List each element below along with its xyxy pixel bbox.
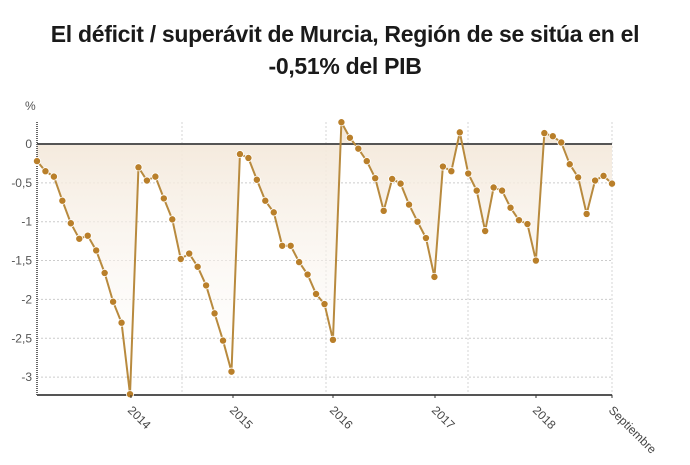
data-point[interactable] [202,281,211,290]
data-point[interactable] [481,227,490,236]
chart-title: El déficit / superávit de Murcia, Región… [0,18,690,82]
y-axis-ticks: 0 -0,5 -1 -1,5 -2 -2,5 -3 [11,137,32,384]
data-point[interactable] [591,176,600,185]
data-point[interactable] [523,220,532,229]
data-point[interactable] [599,171,608,180]
data-point[interactable] [362,157,371,166]
x-axis-ticks: 2014 2015 2016 2017 2018 Septiembre [125,395,660,457]
data-point[interactable] [58,196,67,205]
y-tick-label: -0,5 [11,176,32,190]
data-point[interactable] [261,196,270,205]
data-point[interactable] [151,172,160,181]
data-point[interactable] [345,133,354,142]
data-point[interactable] [379,206,388,215]
data-point[interactable] [506,203,515,212]
x-tick-label: 2015 [227,403,256,432]
data-point[interactable] [269,208,278,217]
chart-title-line1: El déficit / superávit de Murcia, Región… [50,21,640,47]
data-point[interactable] [405,200,414,209]
y-tick-label: 0 [25,137,32,151]
data-point[interactable] [354,144,363,153]
data-point[interactable] [413,217,422,226]
data-point[interactable] [41,167,50,176]
data-point[interactable] [159,194,168,203]
data-point[interactable] [464,169,473,178]
y-axis-label: % [25,99,36,113]
data-point[interactable] [83,231,92,240]
data-point[interactable] [548,132,557,141]
data-point[interactable] [33,157,42,166]
x-tick-label: 2018 [530,403,559,432]
data-point[interactable] [531,256,540,265]
data-point[interactable] [252,175,261,184]
data-point[interactable] [142,176,151,185]
data-point[interactable] [328,335,337,344]
area-shape [37,122,612,395]
data-point[interactable] [565,160,574,169]
data-point[interactable] [185,249,194,258]
data-point[interactable] [176,254,185,263]
data-point[interactable] [75,234,84,243]
data-point[interactable] [320,300,329,309]
data-point[interactable] [396,179,405,188]
data-point[interactable] [109,297,118,306]
data-point[interactable] [278,241,287,250]
data-point[interactable] [210,309,219,318]
data-point[interactable] [608,179,617,188]
data-point[interactable] [235,150,244,159]
data-point[interactable] [447,167,456,176]
data-point[interactable] [49,172,58,181]
data-point[interactable] [582,209,591,218]
data-point[interactable] [489,183,498,192]
y-tick-label: -2,5 [11,331,32,345]
x-tick-label: Septiembre [606,403,660,457]
data-point[interactable] [455,128,464,137]
data-point[interactable] [134,163,143,172]
data-point[interactable] [430,272,439,281]
data-point[interactable] [244,153,253,162]
data-point[interactable] [92,246,101,255]
y-tick-label: -2 [21,292,32,306]
data-point[interactable] [219,336,228,345]
data-point[interactable] [193,262,202,271]
data-point[interactable] [126,390,135,399]
data-point[interactable] [388,174,397,183]
data-point[interactable] [574,173,583,182]
data-point[interactable] [168,215,177,224]
y-tick-label: -3 [21,370,32,384]
data-point[interactable] [438,162,447,171]
y-tick-label: -1 [21,215,32,229]
x-tick-label: 2014 [125,403,154,432]
data-point[interactable] [286,241,295,250]
y-tick-label: -1,5 [11,254,32,268]
data-point[interactable] [100,268,109,277]
data-point[interactable] [498,186,507,195]
chart-title-line2: -0,51% del PIB [268,53,422,79]
area-fill [37,122,612,395]
data-point[interactable] [540,129,549,138]
data-point[interactable] [117,318,126,327]
data-point[interactable] [295,258,304,267]
data-series [33,118,617,399]
data-point[interactable] [227,367,236,376]
x-tick-label: 2017 [429,403,458,432]
data-point[interactable] [557,138,566,147]
data-point[interactable] [371,174,380,183]
data-point[interactable] [66,219,75,228]
data-point[interactable] [421,234,430,243]
data-point[interactable] [312,289,321,298]
data-point[interactable] [303,270,312,279]
data-point[interactable] [514,216,523,225]
x-tick-label: 2016 [327,403,356,432]
data-point[interactable] [337,118,346,127]
data-point[interactable] [472,186,481,195]
